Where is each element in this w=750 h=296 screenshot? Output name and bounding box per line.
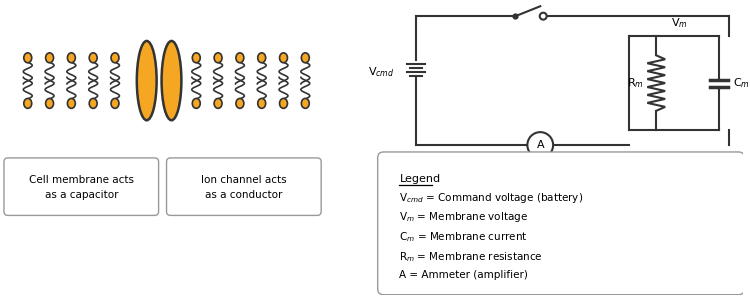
Text: V$_m$ = Membrane voltage: V$_m$ = Membrane voltage (400, 210, 529, 224)
Ellipse shape (68, 53, 75, 63)
Ellipse shape (46, 53, 53, 63)
Ellipse shape (161, 41, 182, 120)
Ellipse shape (46, 99, 53, 108)
Ellipse shape (89, 53, 98, 63)
FancyBboxPatch shape (4, 158, 158, 215)
Circle shape (540, 13, 547, 20)
Ellipse shape (214, 99, 222, 108)
Text: R$_m$ = Membrane resistance: R$_m$ = Membrane resistance (400, 250, 543, 264)
FancyBboxPatch shape (378, 152, 745, 295)
Circle shape (527, 132, 554, 158)
Ellipse shape (258, 53, 266, 63)
Ellipse shape (236, 99, 244, 108)
Ellipse shape (111, 99, 119, 108)
Ellipse shape (258, 99, 266, 108)
Ellipse shape (236, 53, 244, 63)
Ellipse shape (111, 53, 119, 63)
Ellipse shape (24, 99, 32, 108)
Ellipse shape (214, 53, 222, 63)
Ellipse shape (192, 99, 200, 108)
Text: R$_m$: R$_m$ (628, 76, 644, 90)
Ellipse shape (302, 53, 309, 63)
Text: A: A (536, 140, 544, 150)
Text: C$_m$ = Membrane current: C$_m$ = Membrane current (400, 230, 528, 244)
Text: Ion channel acts
as a conductor: Ion channel acts as a conductor (201, 175, 286, 200)
Ellipse shape (280, 99, 287, 108)
Text: V$_{cmd}$: V$_{cmd}$ (368, 65, 394, 78)
Text: Cell membrane acts
as a capacitor: Cell membrane acts as a capacitor (28, 175, 134, 200)
FancyBboxPatch shape (166, 158, 321, 215)
Ellipse shape (302, 99, 309, 108)
Ellipse shape (24, 53, 32, 63)
Ellipse shape (192, 53, 200, 63)
Text: Legend: Legend (400, 174, 440, 184)
Text: V$_m$: V$_m$ (670, 16, 688, 30)
Ellipse shape (68, 99, 75, 108)
Text: C$_m$: C$_m$ (733, 76, 749, 90)
Ellipse shape (280, 53, 287, 63)
Text: A = Ammeter (amplifier): A = Ammeter (amplifier) (400, 270, 528, 280)
Ellipse shape (89, 99, 98, 108)
Text: V$_{cmd}$ = Command voltage (battery): V$_{cmd}$ = Command voltage (battery) (400, 191, 584, 205)
Ellipse shape (136, 41, 157, 120)
